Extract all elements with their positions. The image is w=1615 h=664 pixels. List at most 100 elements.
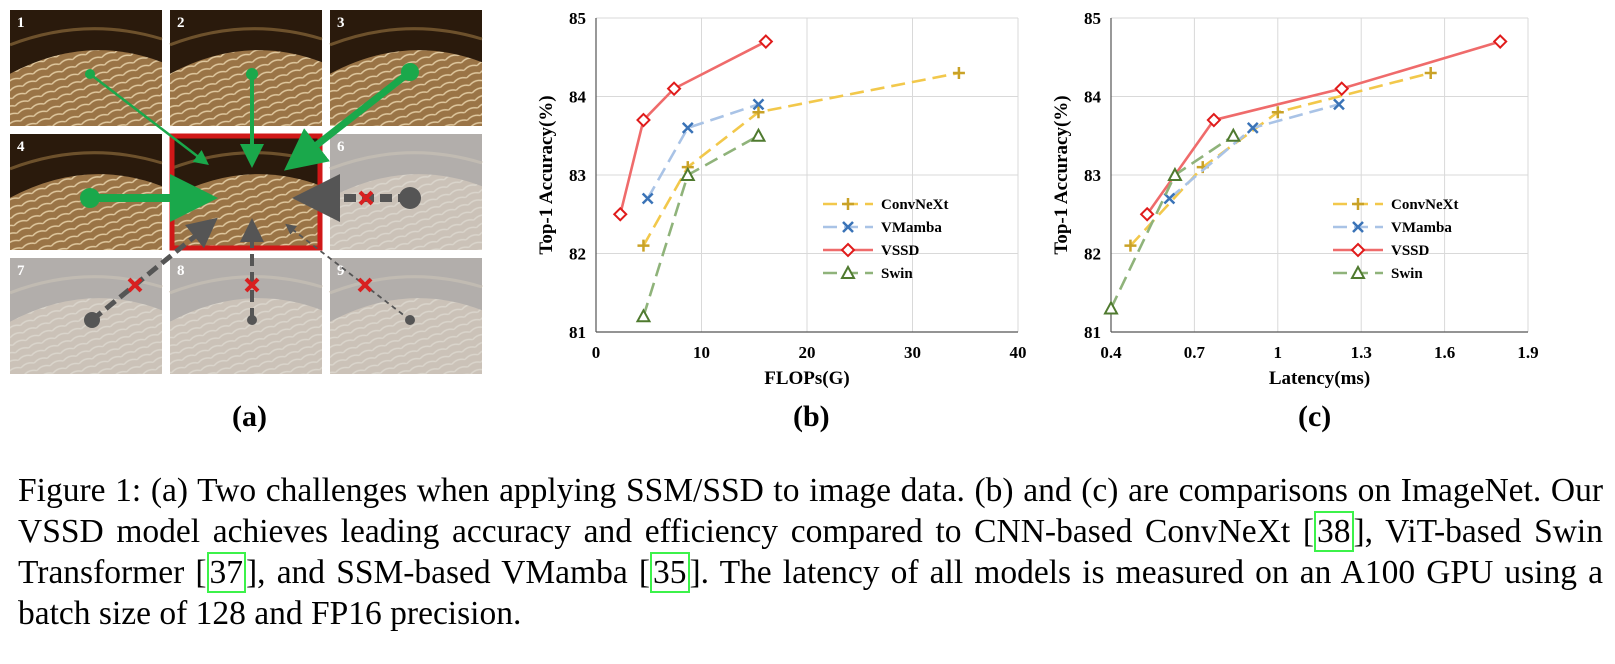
legend: ConvNeXt VMamba VSSD Swin: [823, 197, 949, 282]
grid-cell-9: 9: [329, 258, 483, 374]
blocked-x-mark: [127, 277, 143, 293]
legend-marker: [1352, 198, 1364, 210]
blocked-x-mark: [357, 277, 373, 293]
data-point-vssd: [636, 112, 651, 128]
panel-label-c: (c): [1298, 400, 1332, 433]
y-tick-label: 85: [1084, 9, 1101, 28]
y-tick-label: 83: [569, 166, 586, 185]
x-tick-label: 1: [1274, 343, 1283, 362]
blocked-arrow-origin: [84, 312, 100, 328]
legend-label: Swin: [881, 266, 913, 282]
blocked-x-mark: [244, 277, 260, 293]
series-line-convnext: [642, 71, 960, 247]
chart-c: 0.4 0.7 1 1.3 1.6 1.9 81 82 83 84 85 Latency(ms) Top…: [1051, 9, 1539, 389]
blocked-arrow: [90, 217, 218, 322]
twig: [10, 27, 163, 47]
x-tick-label: 10: [693, 343, 710, 362]
x-tick-label: 20: [799, 343, 816, 362]
cell-number: 7: [17, 263, 25, 279]
legend-label: Swin: [1391, 266, 1423, 282]
grid-cell-1: 1: [10, 10, 163, 126]
x-tick-label: 1.3: [1351, 343, 1372, 362]
data-point-vmamba: [1246, 122, 1259, 134]
figure-1: 1 2 3 4 6 7 8 9 0 10 20 30 40 81 82 83 84 85 FLOPs(G) Top-…: [10, 9, 1539, 433]
series-swin: [635, 127, 767, 323]
x-tick-label: 0.7: [1184, 343, 1206, 362]
series-line-vssd: [619, 40, 767, 215]
legend-item-vmamba: VMamba: [823, 220, 942, 236]
caption-text-2: ], ViT-based Swin Transformer [: [18, 513, 1603, 591]
blocked-arrow-origin: [247, 315, 257, 325]
y-tick-label: 85: [569, 9, 586, 28]
y-tick-label: 82: [1084, 245, 1101, 264]
x-tick-label: 1.6: [1434, 343, 1455, 362]
blocked-arrow-origin: [405, 315, 415, 325]
series-line-vssd: [1146, 40, 1501, 216]
legend-marker: [840, 242, 856, 258]
grid-cell-6: 6: [329, 134, 483, 250]
cell-number: 2: [177, 15, 185, 31]
legend-item-vmamba: VMamba: [1333, 220, 1452, 236]
data-point-vmamba: [1333, 98, 1345, 111]
y-axis-label: Top-1 Accuracy(%): [1051, 95, 1072, 254]
series-line-swin: [642, 134, 760, 317]
legend-label: VMamba: [881, 220, 942, 236]
caption-text-1: Figure 1: (a) Two challenges when applyi…: [18, 472, 1603, 550]
legend-item-vssd: VSSD: [823, 242, 920, 259]
legend-label: ConvNeXt: [881, 197, 949, 213]
legend-marker: [1350, 242, 1366, 258]
twig: [329, 27, 483, 47]
legend-label: ConvNeXt: [1391, 197, 1459, 213]
valid-arrow-origin: [85, 69, 95, 79]
data-point-convnext: [1271, 106, 1284, 119]
cell-number: 6: [337, 139, 345, 155]
cell-number: 1: [17, 15, 25, 31]
chart-b: 0 10 20 30 40 81 82 83 84 85 FLOPs(G) Top-1 Accurac…: [536, 9, 1027, 389]
data-point-vssd: [758, 34, 774, 49]
citation-link-37[interactable]: 37: [206, 552, 247, 593]
data-point-vssd: [1492, 34, 1508, 49]
legend-marker: [1352, 221, 1364, 233]
y-tick-label: 81: [569, 323, 586, 342]
x-tick-label: 0: [592, 343, 601, 362]
data-point-vmamba: [641, 192, 654, 205]
blocked-x-mark: [358, 190, 374, 206]
valid-arrow: [283, 69, 413, 171]
data-point-swin: [1225, 127, 1242, 142]
citation-link-38[interactable]: 38: [1314, 511, 1354, 552]
twig: [10, 151, 163, 171]
data-point-swin: [680, 166, 696, 181]
cell-number: 8: [177, 263, 185, 279]
legend-item-swin: Swin: [823, 264, 913, 282]
series-convnext: [1124, 66, 1437, 252]
y-tick-label: 81: [1084, 323, 1101, 342]
data-point-convnext: [1424, 66, 1437, 79]
data-point-vmamba: [752, 98, 765, 111]
panel-label-b: (b): [793, 400, 830, 433]
valid-arrow: [89, 73, 209, 166]
legend-label: VSSD: [881, 243, 920, 259]
series-vmamba: [641, 98, 765, 205]
series-line-convnext: [1129, 71, 1432, 247]
legend-marker: [842, 221, 854, 233]
citation-link-35[interactable]: 35: [650, 552, 690, 593]
data-point-convnext: [637, 239, 650, 252]
legend-marker: [1350, 264, 1366, 279]
snake-texture: [10, 174, 162, 250]
x-tick-label: 30: [904, 343, 921, 362]
grid-cell-2: 2: [169, 10, 323, 126]
series-vssd: [612, 34, 774, 222]
blocked-arrow-origin: [399, 187, 421, 209]
legend-item-convnext: ConvNeXt: [823, 197, 949, 213]
y-tick-label: 83: [1084, 166, 1101, 185]
data-point-convnext: [1124, 239, 1137, 252]
snake-texture: [170, 50, 322, 126]
legend-marker: [842, 198, 854, 210]
legend-label: VMamba: [1391, 220, 1452, 236]
legend: ConvNeXt VMamba VSSD Swin: [1333, 197, 1459, 282]
x-tick-label: 1.9: [1517, 343, 1538, 362]
series-line-vmamba: [646, 103, 759, 200]
x-tick-label: 40: [1010, 343, 1027, 362]
data-point-swin: [750, 127, 767, 142]
cell-number: 9: [337, 263, 345, 279]
